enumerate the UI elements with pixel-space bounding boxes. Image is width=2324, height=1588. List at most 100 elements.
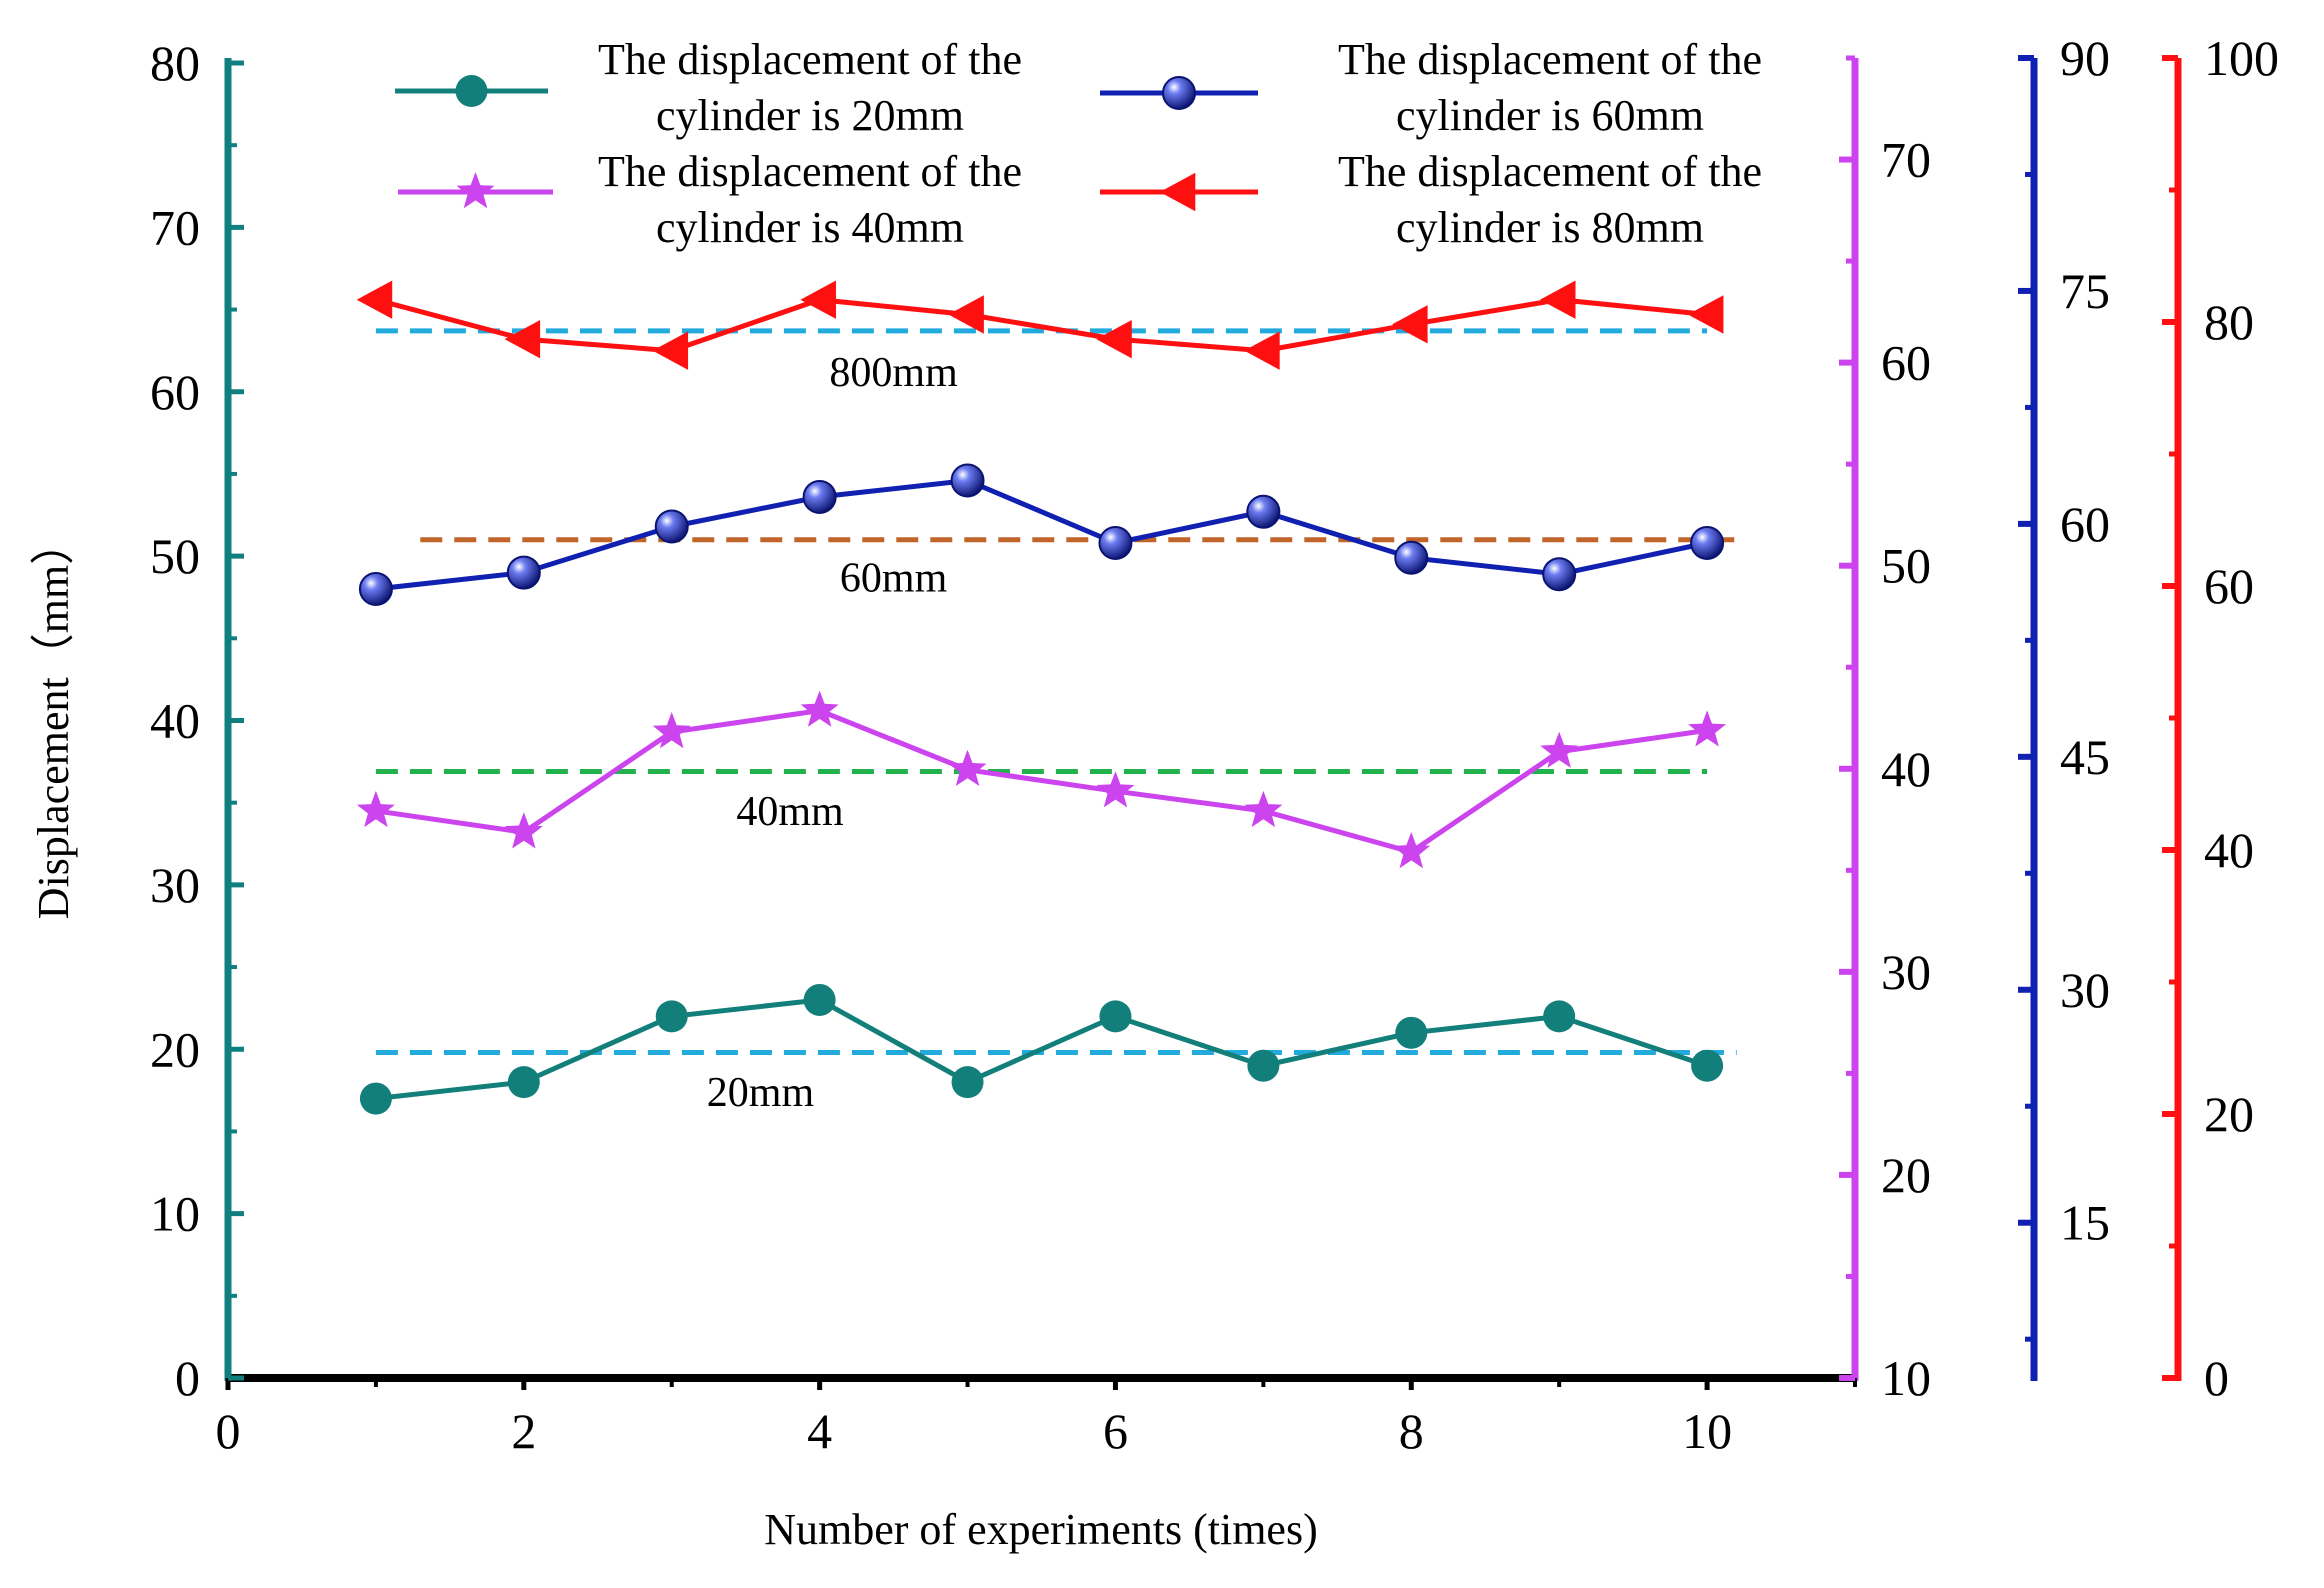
y-tick-label-right1: 70 — [1881, 132, 1931, 188]
data-point — [356, 280, 393, 319]
data-point — [504, 812, 543, 849]
data-point — [1096, 319, 1132, 359]
data-point — [1542, 557, 1577, 592]
y-tick-label-left: 0 — [175, 1350, 200, 1406]
series — [356, 690, 1727, 869]
data-point — [506, 555, 541, 590]
y-tick-label-left: 30 — [150, 857, 200, 913]
data-point — [1543, 1000, 1576, 1033]
data-point — [800, 690, 839, 727]
y-tick-label-left: 10 — [150, 1186, 200, 1242]
y-tick-label-right3: 0 — [2204, 1350, 2229, 1406]
y-tick-label-right3: 20 — [2204, 1086, 2254, 1142]
legend-entry: The displacement of the cylinder is 60mm — [1100, 35, 1762, 140]
legend-entry: The displacement of the cylinder is 20mm — [395, 35, 1022, 140]
plot-area: 800mm 60mm 40mm 20mm — [356, 280, 1737, 1116]
data-point — [951, 1066, 984, 1099]
data-point — [803, 983, 836, 1016]
x-tick-label: 10 — [1682, 1403, 1732, 1459]
data-point — [1099, 1000, 1132, 1033]
data-point — [1539, 280, 1576, 319]
data-point — [1688, 710, 1727, 747]
x-tick-label: 4 — [807, 1403, 832, 1459]
data-point — [1247, 1049, 1280, 1082]
legend-label: cylinder is 60mm — [1396, 91, 1704, 140]
series-line — [375, 297, 1708, 354]
data-point — [1246, 494, 1281, 529]
reference-line-label: 800mm — [829, 350, 958, 396]
data-point — [1096, 771, 1135, 808]
legend-label: The displacement of the — [1338, 35, 1762, 84]
data-point — [456, 172, 495, 209]
legend-label: The displacement of the — [1338, 147, 1762, 196]
data-point — [948, 295, 984, 334]
data-point — [652, 712, 691, 749]
y-tick-label-left: 20 — [150, 1021, 200, 1077]
reference-line-label: 60mm — [840, 555, 948, 601]
y-axis-title: Displacement（mm） — [29, 521, 78, 919]
series-line — [375, 477, 1708, 592]
data-point — [1159, 172, 1196, 212]
data-point — [948, 749, 987, 786]
x-tick-label: 0 — [216, 1403, 241, 1459]
y-tick-label-right1: 50 — [1881, 538, 1931, 594]
x-tick-label: 8 — [1399, 1403, 1424, 1459]
y-tick-label-left: 60 — [150, 364, 200, 420]
data-point — [654, 509, 689, 544]
reference-line-label: 20mm — [707, 1070, 815, 1116]
legend-label: cylinder is 40mm — [656, 203, 964, 252]
data-point — [504, 319, 541, 359]
series-line — [375, 997, 1708, 1102]
y-tick-label-right1: 30 — [1881, 944, 1931, 1000]
data-point — [1244, 790, 1283, 828]
data-point — [455, 75, 488, 107]
data-point — [358, 572, 393, 606]
y-tick-label-right2: 60 — [2060, 496, 2110, 552]
y-tick-label-left: 50 — [150, 528, 200, 584]
legend-label: cylinder is 20mm — [656, 91, 964, 140]
series — [359, 983, 1724, 1115]
data-point — [1691, 1049, 1724, 1082]
y-tick-label-right2: 15 — [2060, 1195, 2110, 1251]
y-tick-label-right3: 80 — [2204, 294, 2254, 350]
y-tick-label-right2: 30 — [2060, 962, 2110, 1018]
y-tick-label-right1: 60 — [1881, 335, 1931, 391]
legend-label: The displacement of the — [598, 35, 1022, 84]
x-axis-title: Number of experiments (times) — [764, 1505, 1318, 1554]
data-point — [1540, 731, 1579, 768]
data-point — [356, 790, 395, 828]
data-point — [1162, 76, 1196, 110]
data-point — [1687, 295, 1724, 334]
data-point — [1395, 1016, 1428, 1049]
y-tick-label-left: 40 — [150, 693, 200, 749]
series — [356, 280, 1724, 370]
data-point — [655, 1000, 688, 1033]
y-tick-label-right3: 100 — [2204, 30, 2279, 86]
tick-marks: 0 2 4 6 8 10010203040506070801020304050607015… — [150, 30, 2279, 1459]
legend-entry: The displacement of the cylinder is 40mm — [398, 147, 1022, 252]
x-tick-label: 2 — [511, 1403, 536, 1459]
y-tick-label-right2: 75 — [2060, 263, 2110, 319]
y-tick-label-right3: 60 — [2204, 558, 2254, 614]
y-tick-label-right3: 40 — [2204, 822, 2254, 878]
reference-line-label: 40mm — [736, 789, 844, 835]
reference-lines: 800mm 60mm 40mm 20mm — [375, 328, 1737, 1116]
y-tick-label-right2: 45 — [2060, 729, 2110, 785]
data-point — [950, 463, 985, 498]
data-point — [652, 331, 689, 370]
data-point — [802, 479, 837, 514]
data-point — [1392, 832, 1431, 869]
y-tick-label-left: 70 — [150, 199, 200, 255]
y-tick-label-right1: 20 — [1881, 1147, 1931, 1203]
y-tick-label-right1: 40 — [1881, 741, 1931, 797]
data-point — [359, 1082, 392, 1115]
data-point — [1392, 305, 1428, 344]
y-tick-label-right1: 10 — [1881, 1350, 1931, 1406]
series — [358, 463, 1725, 606]
x-tick-label: 6 — [1103, 1403, 1128, 1459]
legend-entry: The displacement of the cylinder is 80mm — [1100, 147, 1762, 252]
data-point — [507, 1066, 540, 1099]
legend-label: cylinder is 80mm — [1396, 203, 1704, 252]
